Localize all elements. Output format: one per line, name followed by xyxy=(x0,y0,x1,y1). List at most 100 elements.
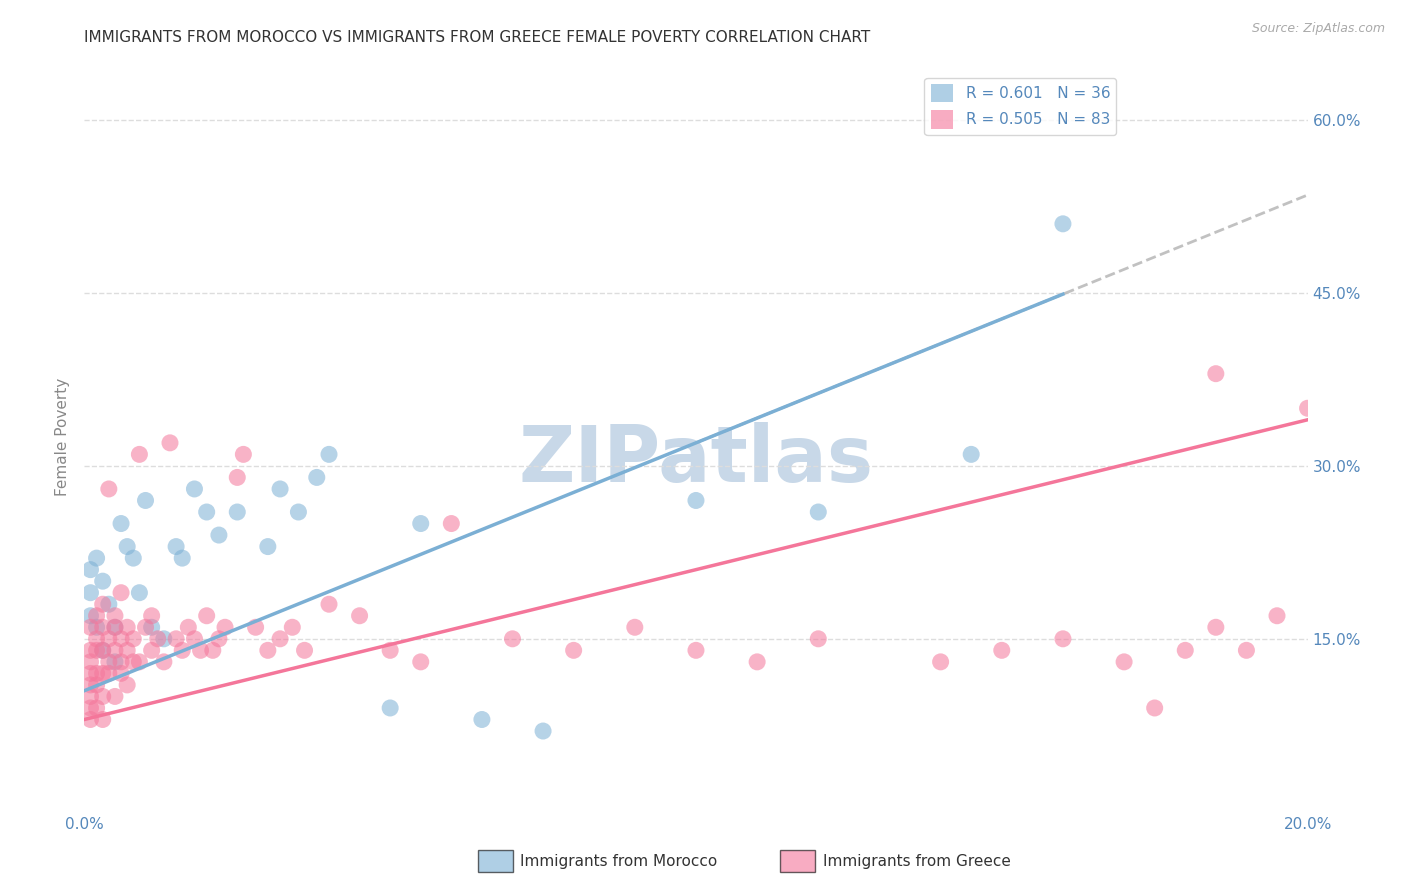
Point xyxy=(91,713,114,727)
Point xyxy=(471,713,494,727)
Point xyxy=(122,632,145,646)
Point xyxy=(208,528,231,542)
Point xyxy=(91,666,114,681)
Point xyxy=(165,540,187,554)
Point xyxy=(1265,608,1288,623)
Point xyxy=(281,620,304,634)
Point xyxy=(165,632,187,646)
Point xyxy=(86,666,108,681)
Text: IMMIGRANTS FROM MOROCCO VS IMMIGRANTS FROM GREECE FEMALE POVERTY CORRELATION CHA: IMMIGRANTS FROM MOROCCO VS IMMIGRANTS FR… xyxy=(84,29,870,45)
Point xyxy=(153,655,176,669)
Point xyxy=(747,655,769,669)
Point xyxy=(195,505,218,519)
Point xyxy=(409,516,432,531)
Point xyxy=(305,470,328,484)
Point xyxy=(97,666,120,681)
Point xyxy=(257,643,280,657)
Point xyxy=(135,620,157,634)
Point xyxy=(110,666,132,681)
Y-axis label: Female Poverty: Female Poverty xyxy=(55,378,70,496)
Point xyxy=(226,505,249,519)
Point xyxy=(1052,632,1074,646)
Point xyxy=(318,597,340,611)
Point xyxy=(79,655,101,669)
Point xyxy=(232,447,254,461)
Point xyxy=(128,655,150,669)
Point xyxy=(562,643,585,657)
Point xyxy=(1205,367,1227,381)
Point xyxy=(97,655,120,669)
Point xyxy=(79,563,101,577)
Point xyxy=(86,608,108,623)
Point xyxy=(110,516,132,531)
Point xyxy=(97,597,120,611)
Point xyxy=(104,608,127,623)
Point xyxy=(685,643,707,657)
Point xyxy=(91,620,114,634)
Point xyxy=(172,643,194,657)
Point xyxy=(104,620,127,634)
Point xyxy=(122,655,145,669)
Point xyxy=(79,701,101,715)
Point xyxy=(115,540,138,554)
Text: Source: ZipAtlas.com: Source: ZipAtlas.com xyxy=(1251,22,1385,36)
Point xyxy=(135,493,157,508)
Point xyxy=(195,608,218,623)
Point xyxy=(440,516,463,531)
Point xyxy=(960,447,983,461)
Point xyxy=(79,643,101,657)
Point xyxy=(1052,217,1074,231)
Point xyxy=(624,620,647,634)
Point xyxy=(79,620,101,634)
Point xyxy=(409,655,432,669)
Point xyxy=(79,713,101,727)
Point xyxy=(146,632,169,646)
Point xyxy=(115,643,138,657)
Point xyxy=(91,597,114,611)
Point xyxy=(86,551,108,566)
Point xyxy=(110,585,132,599)
Point xyxy=(294,643,316,657)
Legend: R = 0.601   N = 36, R = 0.505   N = 83: R = 0.601 N = 36, R = 0.505 N = 83 xyxy=(925,78,1116,135)
Point xyxy=(86,632,108,646)
Point xyxy=(380,643,402,657)
Point xyxy=(685,493,707,508)
Point xyxy=(226,470,249,484)
Point xyxy=(79,678,101,692)
Point xyxy=(807,505,830,519)
Point xyxy=(190,643,212,657)
Point xyxy=(128,585,150,599)
Point xyxy=(349,608,371,623)
Point xyxy=(183,632,205,646)
Point xyxy=(245,620,267,634)
Point xyxy=(86,643,108,657)
Point xyxy=(1174,643,1197,657)
Point xyxy=(183,482,205,496)
Point xyxy=(86,620,108,634)
Point xyxy=(287,505,309,519)
Text: Immigrants from Greece: Immigrants from Greece xyxy=(823,855,1011,869)
Point xyxy=(502,632,524,646)
Point xyxy=(104,643,127,657)
Point xyxy=(1205,620,1227,634)
Point xyxy=(91,690,114,704)
Point xyxy=(177,620,200,634)
Point xyxy=(79,690,101,704)
Point xyxy=(115,678,138,692)
Point xyxy=(1114,655,1136,669)
Point xyxy=(1236,643,1258,657)
Point xyxy=(115,620,138,634)
Point xyxy=(153,632,176,646)
Point xyxy=(1296,401,1319,416)
Text: ZIPatlas: ZIPatlas xyxy=(519,422,873,498)
Text: Immigrants from Morocco: Immigrants from Morocco xyxy=(520,855,717,869)
Point xyxy=(141,608,163,623)
Point xyxy=(141,643,163,657)
Point xyxy=(269,632,291,646)
Point xyxy=(380,701,402,715)
Point xyxy=(159,435,181,450)
Point xyxy=(110,655,132,669)
Point xyxy=(201,643,224,657)
Point xyxy=(1143,701,1166,715)
Point xyxy=(79,666,101,681)
